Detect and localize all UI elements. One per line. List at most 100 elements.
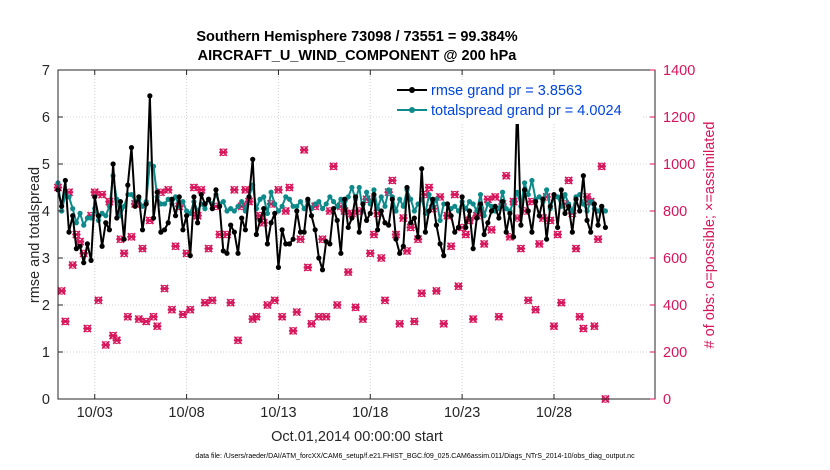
assimilated-obs-marker xyxy=(83,324,92,333)
rmse-point xyxy=(378,208,384,214)
rmse-point xyxy=(272,210,278,216)
assimilated-obs-marker xyxy=(149,312,158,321)
rmse-point xyxy=(297,229,304,235)
rmse-point xyxy=(143,201,149,207)
rmse-point xyxy=(183,213,190,219)
totalspread-point xyxy=(544,187,550,193)
rmse-point xyxy=(231,229,237,235)
assimilated-obs-marker xyxy=(553,230,562,239)
rmse-point xyxy=(503,229,509,235)
totalspread-point xyxy=(264,210,271,216)
rmse-point xyxy=(573,196,579,202)
assimilated-obs-marker xyxy=(90,188,99,197)
totalspread-point xyxy=(70,206,76,212)
rmse-point xyxy=(599,203,605,209)
rmse-point xyxy=(364,217,370,223)
assimilated-obs-marker xyxy=(68,260,77,270)
assimilated-obs-marker xyxy=(358,314,368,324)
assimilated-obs-marker xyxy=(479,239,489,249)
rmse-point xyxy=(584,217,590,223)
totalspread-point xyxy=(514,189,520,195)
totalspread-point xyxy=(330,199,337,205)
rmse-point xyxy=(239,215,245,221)
rmse-point xyxy=(485,220,491,226)
assimilated-obs-marker xyxy=(299,145,309,155)
rmse-point xyxy=(286,241,293,247)
assimilated-obs-marker xyxy=(406,223,415,232)
totalspread-point xyxy=(562,191,568,198)
right-y-axis-ticks: 0 200 400 600 800 1000 1200 1400 xyxy=(650,63,695,408)
rmse-point xyxy=(316,255,322,261)
totalspread-point xyxy=(77,210,83,216)
rmse-point xyxy=(569,229,575,235)
assimilated-obs-marker xyxy=(329,162,338,171)
assimilated-obs-marker xyxy=(321,312,331,321)
totalspread-point xyxy=(161,201,168,207)
x-tick-label: 10/08 xyxy=(168,405,204,421)
assimilated-obs-marker xyxy=(380,296,390,305)
totalspread-point xyxy=(426,191,432,198)
assimilated-obs-marker xyxy=(424,183,434,192)
assimilated-obs-marker xyxy=(233,336,243,345)
assimilated-obs-marker xyxy=(123,312,133,321)
rmse-point xyxy=(308,213,315,219)
assimilated-obs-marker xyxy=(112,336,121,345)
rmse-point xyxy=(356,229,362,235)
assimilated-obs-marker xyxy=(303,263,313,272)
totalspread-point xyxy=(286,196,293,202)
assimilated-obs-marker xyxy=(119,249,129,258)
assimilated-obs-marker xyxy=(487,225,496,234)
assimilated-obs-marker xyxy=(230,185,239,195)
totalspread-point xyxy=(220,199,226,205)
rmse-point xyxy=(404,184,410,191)
totalspread-point xyxy=(371,187,377,193)
rmse-line xyxy=(57,94,607,271)
x-tick-label: 10/03 xyxy=(77,405,113,421)
rmse-point xyxy=(393,236,399,242)
rmse-point xyxy=(176,194,182,200)
rmse-point xyxy=(562,210,568,216)
assimilated-obs-marker xyxy=(208,296,217,305)
assimilated-obs-marker xyxy=(531,305,540,314)
assimilated-obs-marker xyxy=(277,312,287,321)
rmse-point xyxy=(341,196,348,202)
assimilated-obs-marker xyxy=(138,244,147,253)
assimilated-obs-marker xyxy=(402,246,412,256)
assimilated-obs-marker xyxy=(593,235,603,244)
rmse-point xyxy=(334,217,340,223)
legend: rmse grand pr = 3.8563 totalspread grand… xyxy=(393,80,643,124)
rmse-point xyxy=(411,215,417,221)
assimilated-obs-marker xyxy=(417,289,426,298)
assimilated-obs-marker xyxy=(281,206,290,216)
totalspread-point xyxy=(316,199,322,205)
assimilated-obs-marker xyxy=(450,190,459,199)
rmse-point xyxy=(206,196,212,202)
x-tick-label: 10/23 xyxy=(444,405,480,421)
rmse-point xyxy=(191,194,197,200)
legend-rmse-marker xyxy=(409,87,415,93)
totalspread-point xyxy=(525,191,531,198)
totalspread-point xyxy=(499,189,506,195)
totalspread-point xyxy=(437,217,443,223)
assimilated-obs-marker xyxy=(446,242,456,251)
assimilated-obs-marker xyxy=(285,183,294,192)
rmse-point xyxy=(202,201,208,207)
totalspread-point xyxy=(81,222,87,228)
observation-count-markers xyxy=(53,145,610,404)
assimilated-obs-marker xyxy=(579,324,588,333)
totalspread-point xyxy=(602,208,609,214)
assimilated-obs-marker xyxy=(57,286,66,296)
totalspread-point xyxy=(239,199,245,205)
rmse-point xyxy=(426,208,432,214)
rmse-point xyxy=(577,208,583,214)
totalspread-point xyxy=(319,206,326,212)
assimilated-obs-marker xyxy=(200,298,210,307)
assimilated-obs-marker xyxy=(490,192,500,202)
rmse-point xyxy=(139,227,146,233)
rmse-point xyxy=(566,203,572,209)
rmse-point xyxy=(117,199,124,205)
totalspread-point xyxy=(297,199,304,205)
rmse-point xyxy=(507,210,513,216)
legend-totalspread-marker xyxy=(409,107,415,113)
rmse-point xyxy=(275,264,282,270)
